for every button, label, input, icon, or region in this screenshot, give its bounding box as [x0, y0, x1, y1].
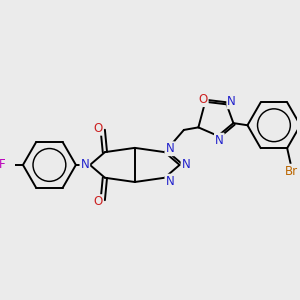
Text: N: N: [165, 142, 174, 155]
Text: N: N: [227, 95, 236, 108]
Text: N: N: [215, 134, 224, 147]
Text: N: N: [165, 175, 174, 188]
Text: O: O: [93, 195, 102, 208]
Text: O: O: [93, 122, 102, 135]
Text: Br: Br: [284, 165, 298, 178]
Text: F: F: [0, 158, 6, 171]
Text: N: N: [80, 158, 89, 171]
Text: O: O: [199, 93, 208, 106]
Text: N: N: [182, 158, 190, 171]
